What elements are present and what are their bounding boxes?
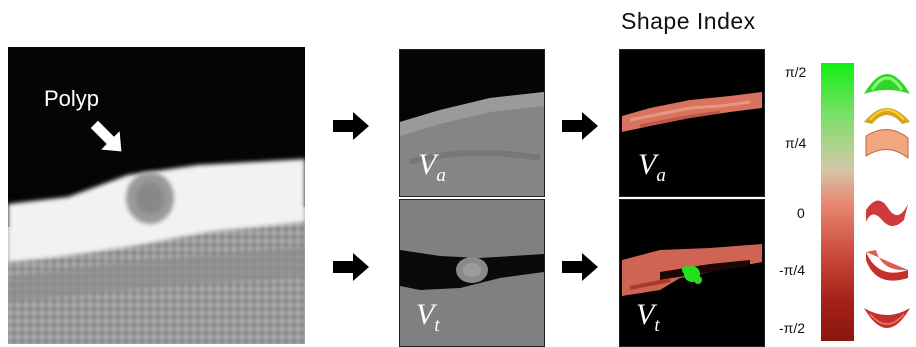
cup-icon	[864, 308, 910, 328]
colorbar-tick: -π/2	[779, 320, 805, 336]
arrow-right-icon	[562, 253, 598, 281]
ridge-icon	[864, 108, 910, 124]
colorbar-tick: π/2	[785, 64, 807, 80]
arrow-right-icon	[562, 112, 598, 140]
colorbar-tick: 0	[797, 205, 805, 221]
arrow-right-icon	[333, 253, 369, 281]
rut-icon	[866, 250, 908, 281]
polyp-pointer-arrow	[89, 119, 123, 153]
cap-icon	[864, 74, 910, 94]
colorbar-tick: -π/4	[779, 262, 805, 278]
va-label: Va	[418, 148, 446, 186]
shape-index-va-panel	[619, 49, 765, 197]
polyp-label: Polyp	[44, 86, 100, 111]
volume-vt-panel	[399, 199, 545, 347]
shape-index-colorbar	[821, 63, 854, 341]
vt-shape-label: Vt	[636, 298, 660, 336]
saddle-icon	[866, 200, 908, 226]
volume-va-panel	[399, 49, 545, 197]
saddle-ridge-icon	[865, 129, 909, 160]
colorbar-tick: π/4	[785, 135, 807, 151]
vt-label: Vt	[416, 298, 440, 336]
ct-slice-large	[8, 47, 305, 344]
arrow-right-icon	[333, 112, 369, 140]
va-shape-label: Va	[638, 148, 666, 186]
shape-index-vt-panel	[619, 199, 765, 347]
shape-index-title: Shape Index	[621, 8, 756, 34]
